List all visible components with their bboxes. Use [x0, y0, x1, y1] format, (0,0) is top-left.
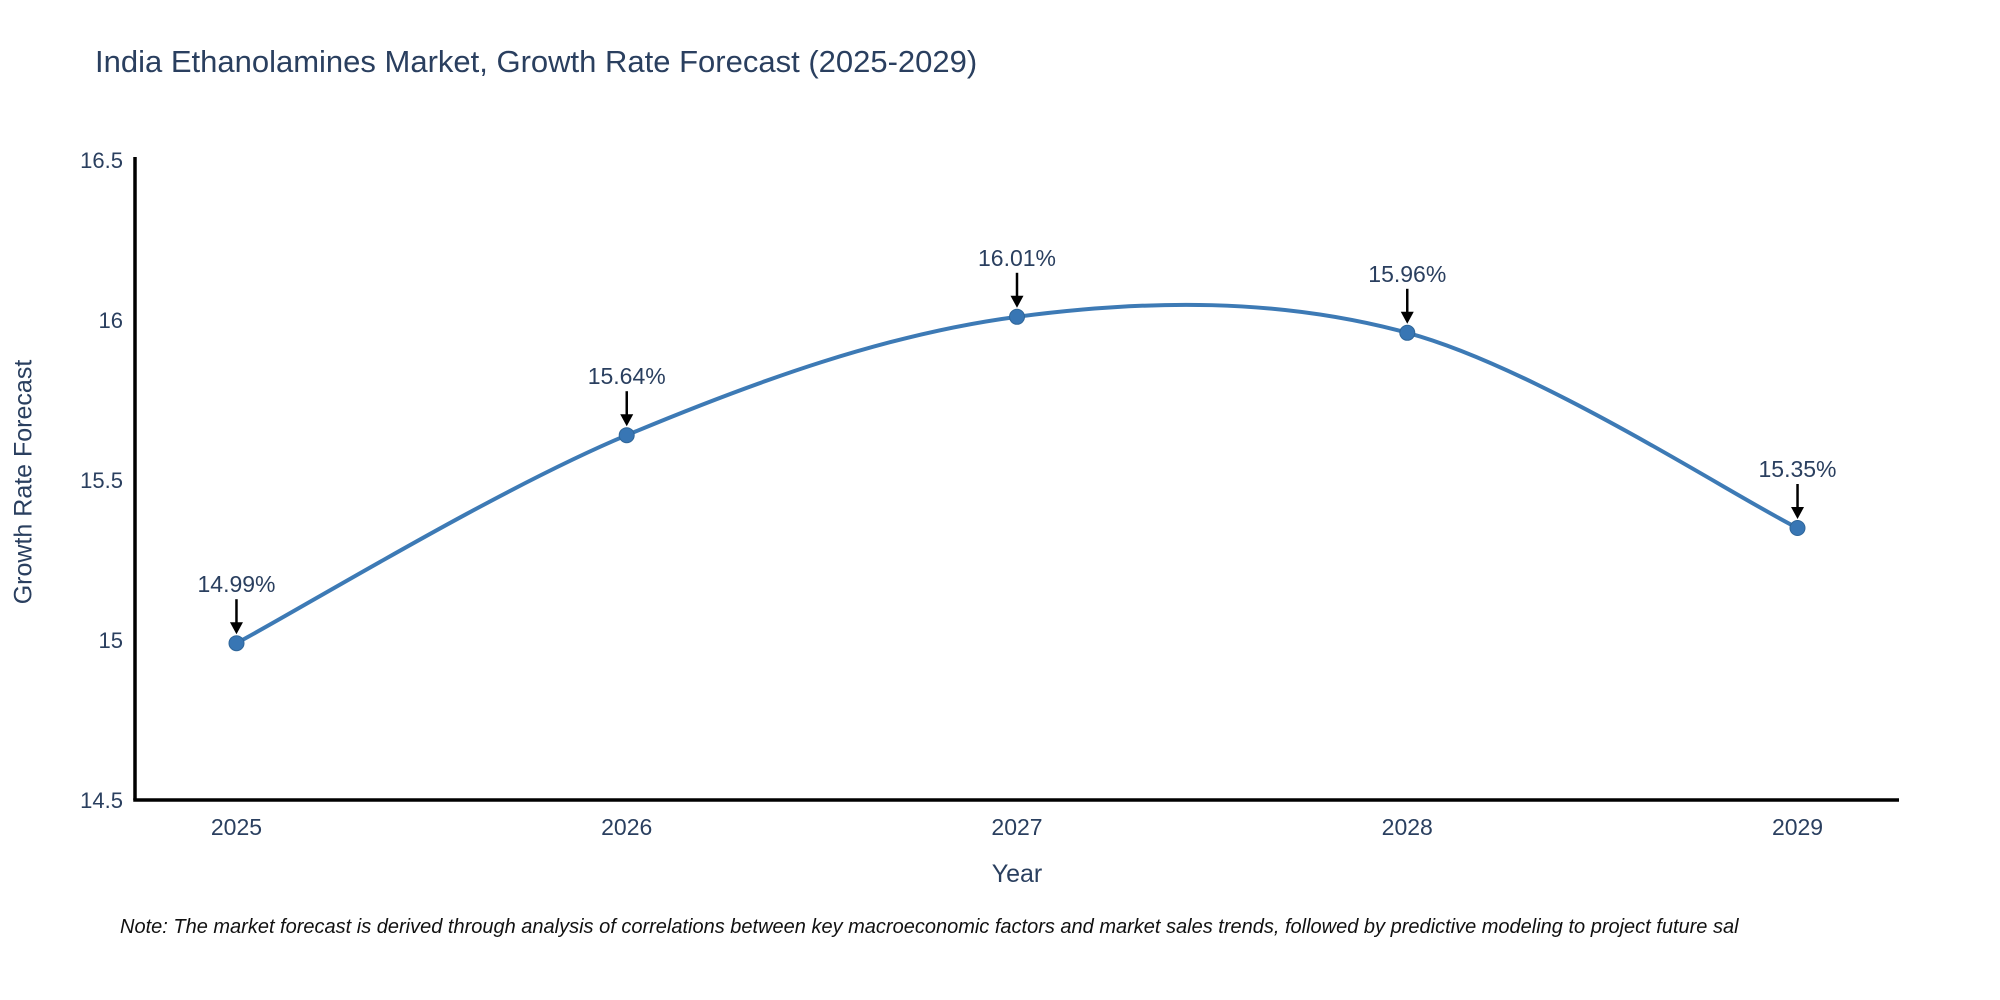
- annotation-arrow-head-icon: [620, 414, 634, 427]
- annotation-arrow-head-icon: [1010, 295, 1024, 308]
- line-series-layer: [228, 302, 1806, 652]
- y-tick-label: 14.5: [80, 788, 123, 813]
- data-point-marker[interactable]: [1009, 308, 1025, 325]
- x-tick-label: 2028: [1382, 814, 1433, 840]
- data-point-value-label: 15.96%: [1368, 261, 1446, 287]
- annotation-arrow-head-icon: [1791, 507, 1805, 519]
- x-tick-label: 2025: [211, 814, 262, 840]
- y-tick-label: 15: [99, 628, 123, 653]
- chart-title: India Ethanolamines Market, Growth Rate …: [95, 44, 978, 79]
- footnote-text: Note: The market forecast is derived thr…: [120, 916, 1739, 938]
- annotation-layer: 14.99% 15.64% 16.01% 15.96% 15.35%: [197, 245, 1837, 635]
- data-point-marker[interactable]: [1399, 324, 1416, 341]
- y-tick-label: 16.5: [80, 148, 123, 173]
- data-point-value-label: 16.01%: [978, 245, 1056, 271]
- x-tick-label: 2027: [991, 814, 1042, 840]
- x-axis-title: Year: [991, 860, 1043, 888]
- data-point-marker[interactable]: [618, 427, 635, 444]
- data-point-value-label: 15.35%: [1758, 456, 1836, 482]
- forecast-line: [234, 302, 1800, 646]
- y-tick-label: 15.5: [80, 468, 123, 493]
- annotation-arrow-head-icon: [229, 622, 243, 635]
- x-tick-label: 2029: [1772, 814, 1823, 840]
- x-tick-label: 2026: [601, 814, 652, 840]
- annotation-arrow-head-icon: [1400, 311, 1414, 324]
- axes-layer: 14.5 15 15.5 16 16.5 2025 2026 2027 2028 2029: [80, 148, 1899, 840]
- data-point-marker[interactable]: [1789, 520, 1806, 536]
- y-tick-label: 16: [99, 308, 123, 333]
- data-point-value-label: 15.64%: [588, 363, 666, 389]
- data-point-marker[interactable]: [228, 635, 245, 652]
- data-point-value-label: 14.99%: [197, 571, 275, 597]
